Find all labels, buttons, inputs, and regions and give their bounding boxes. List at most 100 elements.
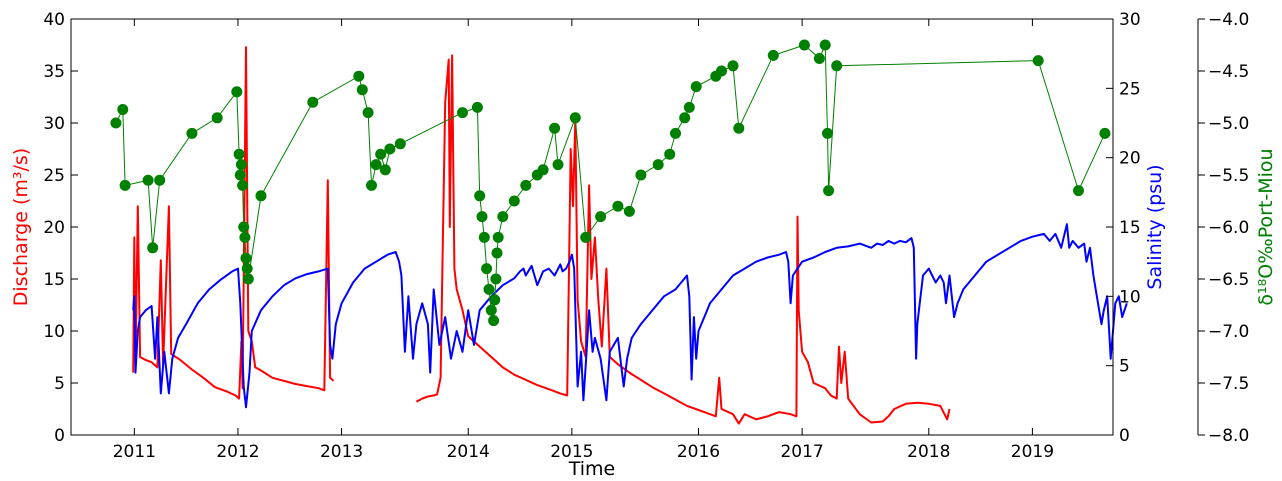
discharge-axis-title: Discharge (m³/s) (10, 148, 32, 306)
d18o-point (239, 231, 251, 243)
d18o-point (489, 294, 501, 306)
d18o-tick-label: −8.0 (1208, 426, 1249, 446)
d18o-point (384, 143, 396, 155)
d18o-point (670, 127, 681, 139)
d18o-point (580, 231, 592, 243)
d18o-point (485, 304, 497, 316)
x-tick-label: 2018 (907, 442, 950, 462)
d18o-series (110, 39, 1111, 327)
x-tick-label: 2014 (447, 442, 490, 462)
d18o-point (457, 107, 468, 119)
x-tick-label: 2013 (320, 442, 363, 462)
d18o-point (679, 112, 691, 124)
d18o-point (623, 205, 635, 217)
d18o-point (1099, 127, 1111, 139)
d18o-point (476, 211, 488, 223)
d18o-point (154, 174, 166, 186)
d18o-point (490, 273, 502, 285)
d18o-point (307, 96, 319, 108)
d18o-point (237, 179, 249, 191)
d18o-point (119, 179, 131, 191)
d18o-point (716, 65, 727, 77)
d18o-point (353, 70, 365, 82)
d18o-point (240, 252, 252, 264)
d18o-tick-label: −7.5 (1208, 374, 1249, 394)
salinity-tick-label: 30 (1119, 10, 1141, 30)
d18o-point (379, 164, 391, 176)
d18o-point (142, 174, 154, 186)
d18o-point (481, 263, 493, 275)
d18o-point (520, 179, 532, 191)
d18o-point (478, 231, 490, 243)
d18o-point (823, 185, 835, 197)
d18o-point (552, 159, 564, 171)
salinity-tick-label: 15 (1119, 218, 1141, 238)
left-tick-label: 30 (43, 114, 65, 134)
d18o-point (238, 221, 250, 233)
left-tick-label: 20 (43, 218, 65, 238)
x-tick-label: 2017 (780, 442, 823, 462)
d18o-tick-label: −7.0 (1208, 322, 1249, 342)
d18o-point (569, 112, 581, 124)
d18o-point (549, 122, 561, 134)
left-tick-label: 10 (43, 322, 65, 342)
salinity-tick-label: 0 (1119, 426, 1130, 446)
d18o-point (819, 39, 831, 51)
d18o-point (255, 190, 267, 202)
d18o-point (1032, 55, 1044, 67)
d18o-point (147, 242, 159, 254)
d18o-point (1073, 185, 1084, 197)
d18o-tick-label: −4.0 (1208, 10, 1249, 30)
d18o-point (733, 122, 745, 134)
d18o-tick-label: −6.0 (1208, 218, 1249, 238)
d18o-line (115, 44, 1106, 321)
d18o-point (491, 247, 503, 259)
left-tick-label: 40 (43, 10, 65, 30)
salinity-axis: 0 5 10 15 20 25 30 (1106, 10, 1141, 446)
d18o-point (813, 53, 825, 64)
d18o-point (767, 49, 779, 61)
salinity-tick-label: 20 (1119, 149, 1141, 169)
d18o-axis: −8.0 −7.5 −7.0 −6.5 −6.0 −5.5 −5.0 −4.5 −4.0 (1197, 10, 1249, 446)
x-axis-title: Time (568, 458, 616, 480)
d18o-point (652, 159, 664, 171)
x-tick-label: 2015 (550, 442, 593, 462)
left-tick-label: 0 (54, 426, 65, 446)
d18o-tick-label: −4.5 (1208, 62, 1249, 82)
x-tick-label: 2012 (216, 442, 259, 462)
salinity-series (132, 223, 1128, 409)
discharge-line-2 (415, 54, 951, 425)
d18o-tick-label: −6.5 (1208, 270, 1249, 290)
d18o-point (595, 211, 607, 223)
d18o-axis-title: δ¹⁸O‰Port-Miou (1255, 148, 1277, 305)
discharge-series (132, 46, 951, 425)
d18o-point (241, 263, 253, 275)
d18o-point (831, 60, 843, 72)
d18o-point (471, 101, 483, 113)
d18o-point (117, 104, 129, 115)
d18o-point (366, 179, 377, 191)
d18o-point (683, 101, 695, 113)
d18o-point (822, 127, 833, 139)
left-tick-label: 15 (43, 270, 65, 290)
d18o-point (492, 231, 504, 243)
d18o-point (612, 200, 624, 212)
d18o-point (488, 315, 500, 327)
d18o-point (497, 211, 509, 223)
d18o-point (798, 39, 810, 51)
d18o-point (474, 190, 486, 202)
left-tick-label: 25 (43, 166, 65, 186)
d18o-point (186, 127, 198, 139)
salinity-line-1 (132, 223, 1128, 409)
d18o-point (483, 283, 495, 295)
d18o-point (537, 164, 549, 176)
d18o-point (362, 107, 374, 119)
d18o-point (211, 112, 223, 124)
d18o-point (370, 159, 382, 171)
time-axis: 2011 2012 2013 2014 2015 2016 2017 2018 2019 (113, 19, 1054, 462)
plot-frame (70, 18, 1114, 436)
d18o-point (110, 117, 122, 129)
d18o-point (233, 148, 245, 160)
left-tick-label: 35 (43, 62, 65, 82)
